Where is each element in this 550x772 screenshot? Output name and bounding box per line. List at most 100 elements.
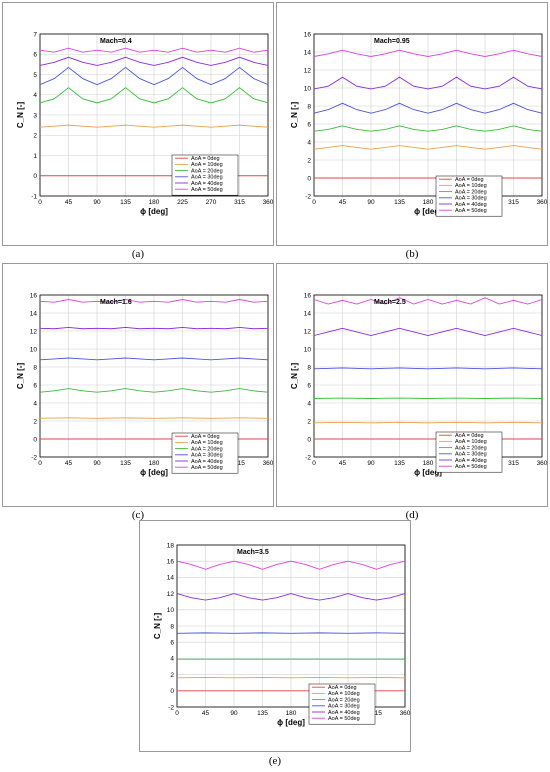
x-tick-label: 180 — [423, 460, 434, 467]
y-tick-label: 12 — [167, 591, 175, 598]
y-tick-label: 2 — [33, 133, 37, 140]
legend-label: AoA = 0deg — [191, 434, 220, 440]
x-axis-label: ϕ [deg] — [140, 207, 168, 216]
legend-label: AoA = 0deg — [191, 156, 220, 162]
x-tick-label: 315 — [508, 199, 519, 206]
x-tick-label: 45 — [65, 460, 73, 467]
y-tick-label: 4 — [307, 139, 311, 146]
y-tick-label: -1 — [31, 193, 37, 200]
y-tick-label: 16 — [304, 31, 312, 38]
series-line-aoa-50 — [39, 47, 269, 53]
x-tick-label: 90 — [230, 710, 238, 717]
x-tick-label: 360 — [537, 199, 548, 206]
x-tick-label: 45 — [339, 199, 347, 206]
legend-label: AoA = 40deg — [191, 181, 223, 187]
x-tick-label: 225 — [177, 199, 188, 206]
x-tick-label: 360 — [263, 460, 274, 467]
legend-label: AoA = 0deg — [455, 177, 484, 183]
series-line-aoa-40 — [39, 326, 269, 330]
series-line-aoa-40 — [39, 56, 269, 66]
y-tick-label: 18 — [167, 542, 175, 549]
legend-label: AoA = 50deg — [455, 464, 487, 470]
x-tick-label: 315 — [234, 460, 245, 467]
x-tick-label: 135 — [257, 710, 268, 717]
legend-label: AoA = 30deg — [191, 175, 223, 181]
y-tick-label: -2 — [168, 704, 174, 711]
x-tick-label: 0 — [312, 460, 316, 467]
series-line-aoa-40 — [313, 327, 543, 336]
legend-label: AoA = 10deg — [455, 439, 487, 445]
legend-label: AoA = 0deg — [455, 433, 484, 439]
legend-label: AoA = 20deg — [455, 189, 487, 195]
legend-label: AoA = 40deg — [328, 710, 360, 716]
y-tick-label: 3 — [33, 112, 37, 119]
series-line-aoa-50 — [313, 297, 543, 305]
x-tick-label: 180 — [286, 710, 297, 717]
chart-title: Mach=3.5 — [237, 549, 269, 556]
legend-label: AoA = 30deg — [191, 453, 223, 459]
plot-frame — [313, 294, 543, 458]
y-tick-label: 14 — [167, 575, 175, 582]
x-tick-label: 315 — [234, 199, 245, 206]
chart-title: Mach=1.6 — [100, 299, 132, 306]
x-tick-label: 360 — [263, 199, 274, 206]
y-axis-label: C_N [-] — [16, 102, 25, 129]
series-line-aoa-50 — [313, 49, 543, 57]
y-tick-label: 12 — [304, 328, 312, 335]
x-axis-label: ϕ [deg] — [414, 207, 442, 216]
y-tick-label: 8 — [307, 103, 311, 110]
x-tick-label: 315 — [508, 460, 519, 467]
y-axis-label: C_N [-] — [153, 613, 162, 640]
x-tick-label: 90 — [367, 460, 375, 467]
y-tick-label: 0 — [170, 688, 174, 695]
x-tick-label: 180 — [423, 199, 434, 206]
x-tick-label: 180 — [149, 199, 160, 206]
y-tick-label: -2 — [31, 454, 37, 461]
y-tick-label: 12 — [30, 328, 38, 335]
y-tick-label: 10 — [304, 346, 312, 353]
y-axis-label: C_N [-] — [16, 363, 25, 390]
legend-label: AoA = 50deg — [191, 187, 223, 193]
legend-box — [171, 154, 239, 196]
y-tick-label: 8 — [170, 623, 174, 630]
y-tick-label: 14 — [304, 49, 312, 56]
legend-label: AoA = 0deg — [328, 685, 357, 691]
plot-frame — [39, 33, 269, 197]
legend-box — [435, 431, 503, 473]
legend-label: AoA = 20deg — [455, 445, 487, 451]
x-axis-label: ϕ [deg] — [277, 718, 305, 727]
plot-frame — [313, 33, 543, 197]
y-tick-label: 0 — [307, 175, 311, 182]
y-tick-label: 0 — [33, 436, 37, 443]
legend-label: AoA = 10deg — [455, 183, 487, 189]
x-tick-label: 45 — [65, 199, 73, 206]
y-tick-label: 16 — [167, 559, 175, 566]
legend-label: AoA = 30deg — [328, 704, 360, 710]
series-line-aoa-20 — [39, 388, 269, 393]
x-tick-label: 90 — [367, 199, 375, 206]
legend-box — [435, 175, 503, 217]
legend-box — [308, 683, 376, 725]
series-line-aoa-50 — [39, 299, 269, 303]
chart-panel-a — [2, 2, 274, 246]
legend-label: AoA = 20deg — [328, 697, 360, 703]
y-tick-label: 10 — [304, 85, 312, 92]
y-tick-label: 16 — [304, 292, 312, 299]
series-line-aoa-10 — [313, 145, 543, 150]
x-tick-label: 0 — [175, 710, 179, 717]
y-tick-label: 0 — [33, 173, 37, 180]
legend-label: AoA = 10deg — [328, 691, 360, 697]
x-tick-label: 135 — [394, 199, 405, 206]
y-tick-label: 4 — [33, 400, 37, 407]
caption-d: (d) — [405, 509, 419, 521]
series-line-aoa-50 — [176, 560, 406, 570]
x-tick-label: 45 — [339, 460, 347, 467]
y-tick-label: 14 — [304, 310, 312, 317]
caption-b: (b) — [405, 248, 419, 260]
y-axis-label: C_N [-] — [290, 102, 299, 129]
series-line-aoa-40 — [313, 76, 543, 90]
legend-label: AoA = 10deg — [191, 162, 223, 168]
y-tick-label: 6 — [307, 382, 311, 389]
x-tick-label: 90 — [93, 460, 101, 467]
x-tick-label: 360 — [537, 460, 548, 467]
